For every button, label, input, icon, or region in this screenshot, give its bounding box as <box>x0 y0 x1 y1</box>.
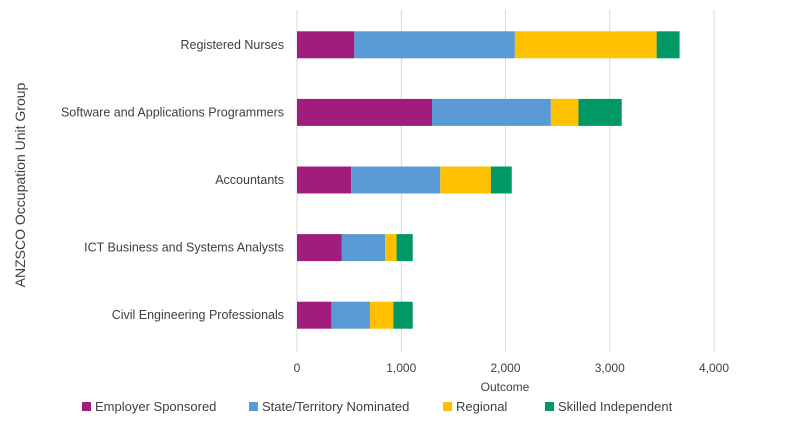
x-tick-label: 2,000 <box>490 361 520 375</box>
category-labels: Registered Nurses Software and Applicatio… <box>61 38 284 322</box>
y-axis-label: ANZSCO Occupation Unit Group <box>12 82 28 287</box>
category-label: Accountants <box>215 173 284 187</box>
bar-segment-employer-sponsored <box>297 234 342 262</box>
category-label: Civil Engineering Professionals <box>112 308 284 322</box>
x-tick-label: 0 <box>294 361 301 375</box>
legend-swatch <box>82 402 91 411</box>
bar-segment-regional <box>550 98 579 126</box>
x-tick-labels: 0 1,000 2,000 3,000 4,000 <box>294 361 730 375</box>
bar-segment-state-territory-nominated <box>351 166 441 194</box>
bar-segment-employer-sponsored <box>297 301 332 329</box>
legend-label: Regional <box>456 399 507 414</box>
category-label: Registered Nurses <box>180 38 284 52</box>
legend-label: State/Territory Nominated <box>262 399 409 414</box>
category-label: ICT Business and Systems Analysts <box>84 241 284 255</box>
legend-item: Employer Sponsored <box>82 399 216 414</box>
legend-label: Employer Sponsored <box>95 399 216 414</box>
legend-item: State/Territory Nominated <box>249 399 409 414</box>
legend-item: Regional <box>443 399 507 414</box>
bar-segment-skilled-independent <box>578 98 622 126</box>
bar-segment-state-territory-nominated <box>331 301 370 329</box>
legend-swatch <box>545 402 554 411</box>
legend-swatch <box>249 402 258 411</box>
legend: Employer Sponsored State/Territory Nomina… <box>82 399 673 414</box>
bar-segment-employer-sponsored <box>297 98 433 126</box>
bar-segment-skilled-independent <box>393 301 413 329</box>
bar-segment-employer-sponsored <box>297 31 355 59</box>
bar-segment-regional <box>369 301 394 329</box>
x-axis-label: Outcome <box>481 380 530 394</box>
bar-segment-state-territory-nominated <box>341 234 386 262</box>
x-tick-label: 3,000 <box>595 361 625 375</box>
category-label: Software and Applications Programmers <box>61 105 284 119</box>
bar-segment-employer-sponsored <box>297 166 352 194</box>
legend-swatch <box>443 402 452 411</box>
legend-item: Skilled Independent <box>545 399 673 414</box>
x-tick-label: 1,000 <box>386 361 416 375</box>
bar-segment-skilled-independent <box>490 166 512 194</box>
bar-segment-skilled-independent <box>396 234 413 262</box>
bar-segment-regional <box>440 166 491 194</box>
bar-segment-regional <box>514 31 657 59</box>
bar-segment-regional <box>385 234 397 262</box>
x-tick-label: 4,000 <box>699 361 729 375</box>
bar-segment-state-territory-nominated <box>354 31 515 59</box>
bars <box>297 31 680 329</box>
bar-segment-state-territory-nominated <box>432 98 551 126</box>
bar-segment-skilled-independent <box>656 31 680 59</box>
legend-label: Skilled Independent <box>558 399 673 414</box>
